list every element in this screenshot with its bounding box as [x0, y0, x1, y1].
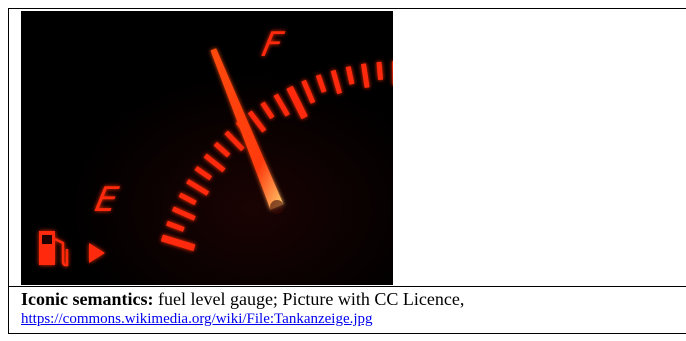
fuel-pump-icon [39, 231, 69, 267]
gauge-needle [210, 48, 284, 210]
gauge-tick [260, 101, 275, 120]
table-border-left [8, 8, 9, 334]
gauge-tick [286, 85, 308, 120]
source-link[interactable]: https://commons.wikimedia.org/wiki/File:… [21, 311, 373, 327]
gauge-tick [213, 141, 231, 158]
figure-caption: Iconic semantics: fuel level gauge; Pict… [21, 286, 681, 332]
caption-text-line: Iconic semantics: fuel level gauge; Pict… [21, 289, 464, 309]
gauge-tick [224, 130, 245, 152]
gauge-tick [178, 192, 197, 206]
caption-description: fuel level gauge; Picture with CC Licenc… [153, 289, 465, 309]
gauge-tick [171, 206, 196, 221]
gauge-tick [194, 165, 213, 181]
gauge-tick [203, 153, 226, 173]
gauge-tick [315, 74, 327, 93]
table-border-bottom [8, 333, 686, 334]
gauge-tick [247, 110, 267, 133]
gauge-tick [160, 234, 196, 252]
gauge-tick [301, 79, 316, 104]
fuel-gauge-photo: F E [21, 11, 393, 285]
gauge-tick [361, 63, 370, 88]
gauge-tick [273, 93, 290, 117]
gauge-tick [330, 69, 343, 95]
table-row-divider [8, 286, 686, 287]
gauge-tick [345, 66, 355, 85]
fuel-gauge-image: F E [21, 11, 393, 285]
caption-bold-label: Iconic semantics: [21, 289, 154, 309]
triangle-right-icon [89, 243, 105, 263]
gauge-tick [166, 220, 185, 232]
table-border-top [8, 8, 686, 9]
gauge-tick [376, 61, 384, 81]
gauge-tick [186, 178, 210, 196]
